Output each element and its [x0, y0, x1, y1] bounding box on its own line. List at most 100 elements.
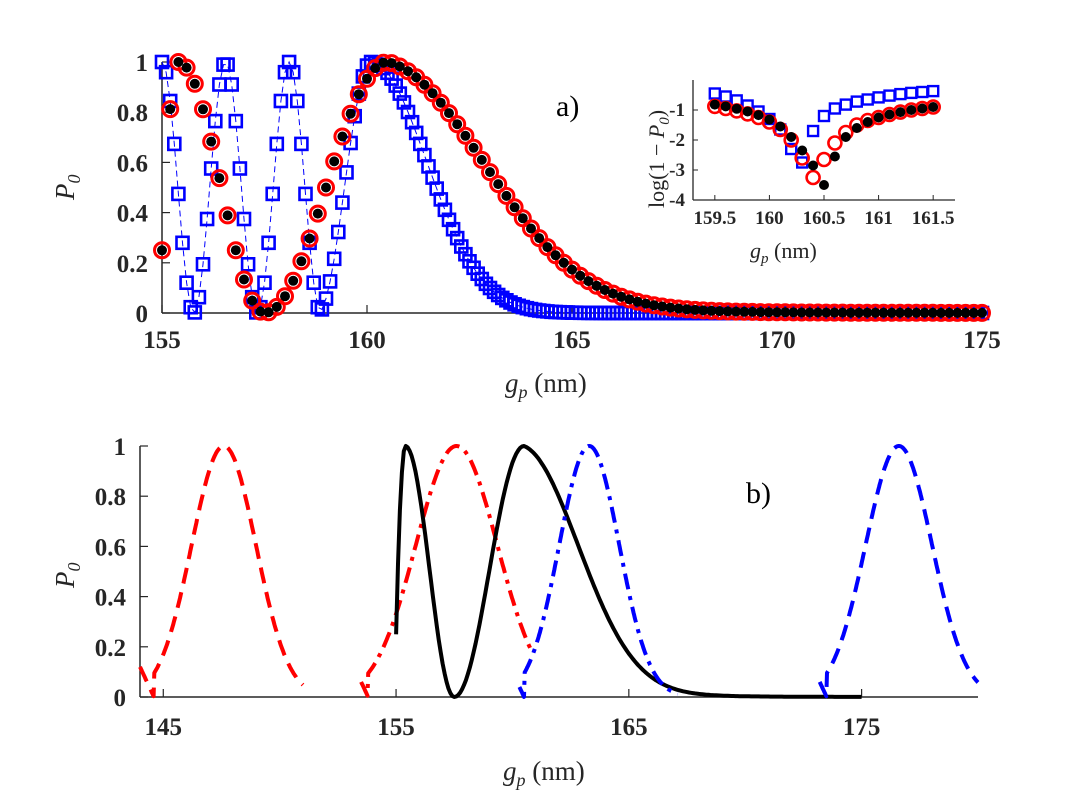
red-circle-point	[177, 58, 196, 77]
series-line-black-solid	[394, 444, 862, 699]
inset-red-circle-point	[827, 135, 843, 151]
panel-a-label: a)	[556, 90, 579, 123]
x-tick-label: 175	[843, 714, 881, 741]
black-dot-point	[263, 307, 274, 318]
black-dot-point	[230, 245, 241, 256]
blue-square-point	[306, 275, 322, 291]
red-circle-point	[481, 163, 499, 182]
inset-black-dot-point	[884, 109, 895, 120]
black-dot-point	[493, 179, 504, 190]
black-dot-point	[321, 182, 331, 193]
black-dot-point	[640, 298, 651, 309]
blue-square-point	[232, 161, 248, 176]
blue-square-point	[195, 256, 211, 272]
blue-square-point	[281, 54, 297, 70]
black-dot-point	[567, 264, 577, 275]
inset-x-tick-label: 160	[755, 208, 784, 229]
y-tick-label: 1	[114, 434, 127, 461]
black-dot-point	[952, 307, 963, 318]
red-circle-point	[185, 74, 204, 93]
blue-square-point	[289, 93, 305, 109]
blue-square-point	[158, 64, 174, 80]
black-dot-point	[419, 79, 430, 90]
black-dot-point	[329, 156, 340, 167]
red-circle-point	[308, 204, 327, 223]
blue-square-point	[298, 186, 313, 202]
black-dot-point	[304, 233, 315, 244]
red-circle-point	[161, 100, 180, 119]
black-dot-point	[968, 307, 979, 318]
black-dot-point	[476, 154, 487, 165]
inset-black-dot-point	[720, 101, 731, 112]
red-circle-point	[210, 169, 229, 188]
black-dot-point	[599, 285, 610, 295]
black-dot-point	[919, 307, 930, 318]
black-dot-point	[591, 280, 602, 291]
blue-square-point	[285, 64, 301, 80]
blue-square-point	[453, 239, 469, 254]
black-dot-point	[936, 307, 946, 318]
red-circle-point	[292, 252, 311, 271]
blue-square-point	[220, 57, 235, 72]
y-tick-label: 0.8	[117, 100, 148, 127]
black-dot-point	[673, 303, 684, 314]
red-circle-point	[300, 229, 319, 248]
blue-square-point	[388, 78, 404, 93]
panel-b-label: b)	[746, 477, 771, 510]
black-dot-point	[403, 66, 413, 77]
inset-black-dot-point	[786, 132, 797, 142]
black-dot-point	[370, 63, 381, 74]
black-dot-point	[362, 73, 372, 84]
red-circle-point	[472, 150, 491, 169]
blue-connector-line	[161, 60, 982, 314]
red-circle-point	[497, 186, 516, 205]
inset-x-tick-label: 161.5	[912, 208, 955, 229]
y-tick-label: 0	[114, 685, 127, 712]
x-tick-label: 165	[553, 327, 591, 354]
black-dot-point	[435, 97, 446, 108]
blue-square-point	[445, 221, 461, 237]
panel-a-inset: 159.5 160 160.5 161 161.5 -1 -2 -3 -4	[669, 74, 959, 229]
red-circle-point	[276, 287, 294, 306]
y-tick-label: 0.6	[117, 150, 148, 177]
red-circle-point	[202, 132, 221, 151]
blue-square-point	[265, 186, 281, 202]
black-dot-point	[911, 307, 922, 318]
inset-ylabel: log(1 − P0)	[644, 110, 673, 208]
inset-black-dot-point	[775, 121, 786, 132]
inset-black-dot-point	[906, 105, 917, 115]
black-dot-point	[280, 291, 290, 302]
black-dot-point	[485, 167, 495, 178]
black-dot-point	[452, 119, 463, 130]
black-dot-point	[649, 300, 659, 311]
black-dot-point	[763, 307, 774, 318]
black-dot-point	[706, 305, 717, 316]
black-dot-point	[788, 307, 799, 318]
red-circle-point	[341, 104, 360, 123]
x-tick-label: 145	[145, 714, 183, 741]
black-dot-point	[616, 291, 627, 302]
series-line-blue-dashdot	[517, 444, 680, 699]
blue-square-point	[294, 136, 309, 152]
x-tick-label: 170	[758, 327, 796, 354]
y-tick-label: 0.2	[95, 635, 126, 662]
inset-black-dot-point	[709, 99, 720, 110]
blue-square-point	[437, 202, 453, 218]
black-dot-point	[747, 306, 758, 317]
black-dot-point	[821, 307, 832, 318]
black-dot-point	[378, 57, 389, 68]
black-dot-point	[690, 304, 700, 315]
black-dot-point	[468, 142, 479, 153]
panel-a-xlabel: gp (nm)	[505, 368, 587, 402]
black-dot-point	[181, 62, 192, 73]
black-dot-point	[255, 306, 266, 317]
inset-y-tick-label: -3	[669, 160, 685, 181]
inset-black-dot-point	[764, 114, 775, 125]
blue-square-point	[339, 165, 354, 180]
black-dot-point	[780, 307, 791, 318]
inset-black-dot-point	[895, 107, 906, 118]
inset-x-tick-label: 161	[864, 208, 893, 229]
inset-x-tick-label: 160.5	[803, 208, 846, 229]
blue-square-point	[273, 93, 289, 109]
